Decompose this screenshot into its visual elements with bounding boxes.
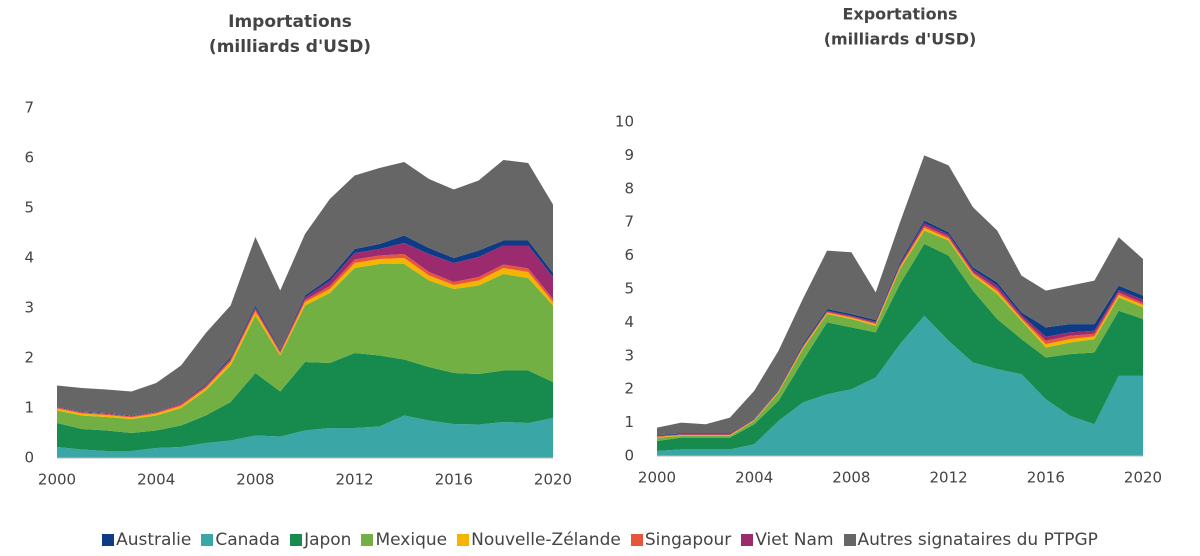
legend-swatch [290,534,303,546]
y-tick-label: 0 [24,449,34,467]
y-tick-label: 7 [24,99,34,117]
legend-label: Mexique [375,530,448,550]
y-tick-label: 6 [624,246,634,264]
legend-item: Mexique [361,530,447,550]
legend-item: Autres signataires du PTPGP [843,530,1098,550]
y-tick-label: 5 [24,199,34,217]
legend-label: Australie [116,530,192,550]
legend-item: Canada [201,530,280,550]
y-tick-label: 3 [624,346,634,364]
legend-swatch [102,534,115,546]
area [57,415,553,458]
y-tick-label: 10 [615,113,634,131]
x-tick-label: 2008 [832,469,870,487]
area [57,353,553,451]
legend-label: Canada [215,530,281,550]
area [657,220,1143,436]
area [657,155,1143,436]
x-tick-label: 2004 [735,469,773,487]
legend-item: Singapour [630,530,732,550]
y-tick-label: 3 [24,299,34,317]
legend-label: Singapour [644,530,732,550]
x-tick-label: 2008 [236,471,274,489]
legend-swatch [630,534,643,546]
area [57,160,553,416]
area [57,243,553,417]
x-tick-label: 2012 [336,471,374,489]
legend-label: Nouvelle-Zélande [471,530,621,550]
legend: Australie Canada Japon Mexique Nouvelle-Zéla… [0,530,1200,550]
y-tick-label: 2 [624,380,634,398]
x-tick-label: 2016 [1027,469,1065,487]
legend-label: Autres signataires du PTPGP [857,530,1098,550]
legend-swatch [741,534,754,546]
chart-subtitle: (milliards d'USD) [824,30,977,49]
x-tick-label: 2012 [930,469,968,487]
area [657,243,1143,451]
x-tick-label: 2020 [1124,469,1162,487]
y-tick-label: 9 [624,146,634,164]
y-tick-label: 5 [624,280,634,298]
legend-label: Viet Nam [755,530,834,550]
area [657,223,1143,437]
chart-title: Exportations [842,5,957,24]
legend-item: Nouvelle-Zélande [457,530,621,550]
legend-swatch [843,534,856,546]
y-tick-label: 1 [624,413,634,431]
y-tick-label: 0 [624,447,634,465]
y-tick-label: 8 [624,179,634,197]
area [657,230,1143,441]
legend-label: Japon [304,530,352,550]
charts: Importations (milliards d'USD) Exportati… [24,5,1162,489]
y-tick-label: 4 [24,249,34,267]
chart-title: Importations [228,12,352,32]
y-tick-label: 2 [24,349,34,367]
y-tick-label: 7 [624,213,634,231]
y-tick-label: 4 [624,313,634,331]
legend-swatch [361,534,374,546]
x-tick-label: 2000 [638,469,676,487]
x-tick-label: 2000 [38,471,76,489]
y-tick-label: 1 [24,399,34,417]
x-tick-label: 2020 [534,471,572,489]
y-tick-label: 6 [24,149,34,167]
legend-item: Viet Nam [741,530,834,550]
legend-swatch [457,534,470,546]
legend-swatch [201,534,214,546]
area [57,264,553,433]
legend-item: Australie [102,530,191,550]
x-tick-label: 2004 [137,471,175,489]
chart-subtitle: (milliards d'USD) [209,37,371,57]
x-tick-label: 2016 [435,471,473,489]
legend-item: Japon [290,530,351,550]
